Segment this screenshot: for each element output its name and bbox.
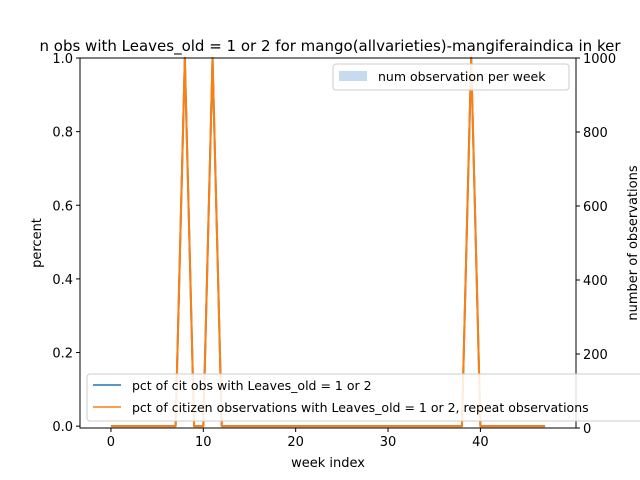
x-tick-label: 30 (380, 435, 397, 450)
y2-tick-label: 0 (583, 422, 591, 437)
legend-lower-box (86, 373, 640, 422)
x-tick-label: 40 (472, 435, 489, 450)
x-axis-label: week index (291, 456, 365, 471)
y-axis-label: percent (30, 218, 45, 268)
plot-frame (79, 57, 577, 429)
x-tick-label: 0 (107, 435, 115, 450)
series-layer (110, 57, 546, 428)
x-tick-label: 10 (195, 435, 212, 450)
y-axis: 0.0 0.2 0.4 0.6 0.8 1.0 (52, 52, 80, 435)
legend-series-1-label: pct of cit obs with Leaves_old = 1 or 2 (132, 378, 372, 393)
legend-series-2-label: pct of citizen observations with Leaves_… (132, 400, 589, 415)
legend-upper-box (332, 63, 570, 91)
y2-axis-label: number of observations (626, 165, 640, 320)
y2-tick-label: 600 (583, 200, 608, 215)
legend-lower: pct of cit obs with Leaves_old = 1 or 2 … (86, 373, 640, 422)
y2-tick-label: 800 (583, 126, 608, 141)
legend-upper: num observation per week (332, 63, 570, 91)
y2-tick-label: 1000 (583, 52, 616, 67)
y2-tick-label: 200 (583, 348, 608, 363)
y2-axis: 0 200 400 600 800 1000 (576, 52, 616, 437)
legend-bars-swatch (339, 71, 367, 81)
y-tick-label: 0.8 (52, 126, 73, 141)
y-tick-label: 0.2 (52, 347, 73, 362)
y-tick-label: 0.6 (52, 199, 73, 214)
series-line-2 (110, 57, 546, 428)
legend-bars-label: num observation per week (378, 69, 546, 84)
y2-tick-label: 400 (583, 274, 608, 289)
x-axis: 0 10 20 30 40 (107, 428, 489, 450)
y-tick-label: 1.0 (52, 52, 73, 67)
y-tick-label: 0.0 (52, 420, 73, 435)
x-tick-label: 20 (287, 435, 304, 450)
chart-title: n obs with Leaves_old = 1 or 2 for mango… (40, 37, 622, 56)
y-tick-label: 0.4 (52, 273, 73, 288)
